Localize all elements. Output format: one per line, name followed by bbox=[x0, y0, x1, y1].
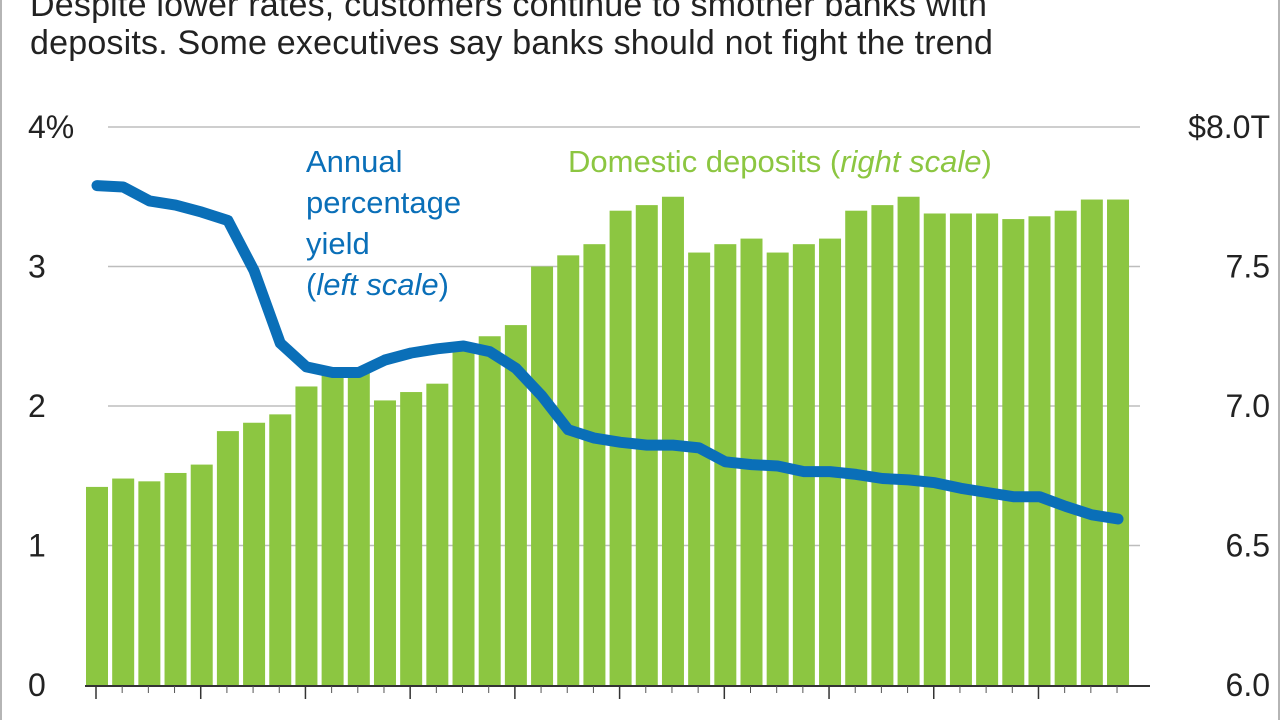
legend-yield-scale-close: ) bbox=[439, 267, 449, 302]
legend-yield-line-2: percentage bbox=[306, 185, 461, 220]
subtitle-line-1: Despite lower rates, customers continue … bbox=[30, 0, 988, 24]
right-axis-label: 6.0 bbox=[1226, 667, 1270, 703]
left-axis-label: 4% bbox=[28, 109, 74, 145]
deposit-bar bbox=[478, 336, 501, 685]
legend-deposits-suffix: ) bbox=[982, 144, 992, 179]
left-axis-label: 3 bbox=[28, 249, 46, 285]
yield-line-group bbox=[91, 180, 1124, 525]
deposit-bars bbox=[86, 196, 1130, 686]
deposit-bar bbox=[1080, 199, 1103, 686]
legend-yield-line-3: yield bbox=[306, 226, 370, 261]
legend-yield-scale: (left scale) bbox=[306, 267, 449, 302]
right-axis-label: 7.5 bbox=[1226, 249, 1270, 285]
deposit-bar bbox=[949, 213, 972, 686]
chart-subtitle: Despite lower rates, customers continue … bbox=[30, 0, 1270, 62]
deposit-bar bbox=[688, 252, 711, 686]
deposit-bar bbox=[347, 372, 370, 685]
legend-yield-line-1: Annual bbox=[306, 144, 403, 179]
deposit-bar bbox=[164, 472, 187, 685]
deposit-bar bbox=[190, 464, 213, 685]
left-axis-label: 0 bbox=[28, 667, 46, 703]
subtitle-line-2: deposits. Some executives say banks shou… bbox=[30, 24, 994, 62]
deposit-bar bbox=[1028, 216, 1051, 685]
deposit-bar bbox=[216, 431, 239, 685]
deposit-bar bbox=[819, 238, 842, 685]
axes: 0 1 2 3 4% 6.0 6.5 7.0 7.5 $8.0T bbox=[28, 109, 1270, 703]
deposit-bar bbox=[1107, 199, 1130, 686]
deposit-bar bbox=[452, 344, 475, 685]
deposit-bar bbox=[557, 255, 580, 685]
deposit-bar bbox=[86, 486, 108, 685]
yield-line bbox=[91, 180, 1124, 525]
deposit-bar bbox=[504, 325, 527, 685]
left-axis-label: 1 bbox=[28, 528, 46, 564]
left-axis-label: 2 bbox=[28, 388, 46, 424]
legend-yield-scale-open: ( bbox=[306, 267, 317, 302]
deposit-bar bbox=[243, 422, 266, 685]
right-axis-label: 6.5 bbox=[1226, 528, 1270, 564]
deposit-bar bbox=[845, 210, 868, 685]
deposit-bar bbox=[923, 213, 946, 686]
deposit-bar bbox=[373, 400, 396, 685]
right-axis-label: 7.0 bbox=[1226, 388, 1270, 424]
deposit-bar bbox=[138, 481, 161, 685]
deposit-bar bbox=[1054, 210, 1077, 685]
legend-deposits-prefix: Domestic deposits ( bbox=[568, 144, 841, 179]
deposit-bar bbox=[897, 196, 920, 685]
deposit-bar bbox=[871, 205, 894, 685]
deposit-bar bbox=[321, 375, 344, 685]
deposit-bar bbox=[1002, 219, 1025, 685]
deposit-bar bbox=[976, 213, 999, 686]
deposit-bar bbox=[792, 244, 815, 685]
legend-yield-scale-label: left scale bbox=[316, 267, 438, 302]
deposit-bar bbox=[269, 414, 292, 685]
legend-deposits-scale: right scale bbox=[840, 144, 981, 179]
right-axis-label: $8.0T bbox=[1188, 109, 1270, 145]
deposit-bar bbox=[609, 210, 632, 685]
legend-yield: Annual percentage yield bbox=[306, 144, 470, 261]
legend-deposits: Domestic deposits (right scale) bbox=[568, 144, 992, 179]
deposit-bar bbox=[400, 392, 423, 685]
deposit-bar bbox=[583, 244, 606, 685]
deposit-bar bbox=[295, 386, 318, 685]
deposit-bar bbox=[112, 478, 135, 685]
deposit-bar bbox=[426, 383, 449, 685]
deposit-bar bbox=[531, 266, 554, 685]
